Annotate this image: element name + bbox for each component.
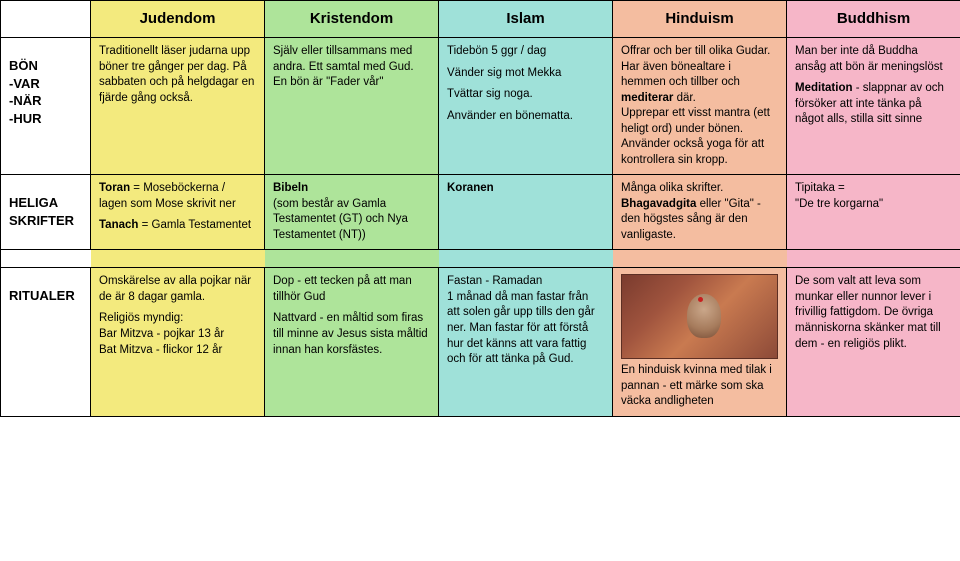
ritualer-hinduism: En hinduisk kvinna med tilak i pannan - … — [613, 268, 787, 417]
row-bon-label: BÖN-VAR-NÄR-HUR — [1, 38, 91, 175]
ritualer-islam: Fastan - Ramadan1 månad då man fastar fr… — [439, 268, 613, 417]
hindu-caption: En hinduisk kvinna med tilak i pannan - … — [621, 364, 772, 407]
bon-kristendom: Själv eller tillsammans med andra. Ett s… — [265, 38, 439, 175]
col-islam: Islam — [439, 1, 613, 38]
bon-hinduism: Offrar och ber till olika Gudar.Har även… — [613, 38, 787, 175]
skrifter-hinduism: Många olika skrifter.Bhagavadgita eller … — [613, 175, 787, 250]
ritualer-kristendom: Dop - ett tecken på att man tillhör GudN… — [265, 268, 439, 417]
bon-buddhism: Man ber inte då Buddha ansåg att bön är … — [787, 38, 960, 175]
row-skrifter: HELIGA SKRIFTER Toran = Moseböckerna / l… — [1, 175, 960, 250]
hindu-woman-image — [621, 274, 778, 359]
ritualer-buddhism: De som valt att leva som munkar eller nu… — [787, 268, 960, 417]
row-ritualer-label: RITUALER — [1, 268, 91, 417]
col-hinduism: Hinduism — [613, 1, 787, 38]
col-judendom: Judendom — [91, 1, 265, 38]
col-kristendom: Kristendom — [265, 1, 439, 38]
bon-judendom: Traditionellt läser judarna upp böner tr… — [91, 38, 265, 175]
col-buddhism: Buddhism — [787, 1, 960, 38]
corner-cell — [1, 1, 91, 38]
skrifter-buddhism: Tipitaka ="De tre korgarna" — [787, 175, 960, 250]
row-skrifter-label: HELIGA SKRIFTER — [1, 175, 91, 250]
row-bon: BÖN-VAR-NÄR-HUR Traditionellt läser juda… — [1, 38, 960, 175]
ritualer-judendom: Omskärelse av alla pojkar när de är 8 da… — [91, 268, 265, 417]
skrifter-islam: Koranen — [439, 175, 613, 250]
header-row: Judendom Kristendom Islam Hinduism Buddh… — [1, 1, 960, 38]
gap-row — [1, 250, 960, 268]
bon-islam: Tidebön 5 ggr / dagVänder sig mot MekkaT… — [439, 38, 613, 175]
row-ritualer: RITUALER Omskärelse av alla pojkar när d… — [1, 268, 960, 417]
skrifter-judendom: Toran = Moseböckerna / lagen som Mose sk… — [91, 175, 265, 250]
comparison-table: Judendom Kristendom Islam Hinduism Buddh… — [0, 0, 960, 417]
skrifter-kristendom: Bibeln(som består av Gamla Testamentet (… — [265, 175, 439, 250]
